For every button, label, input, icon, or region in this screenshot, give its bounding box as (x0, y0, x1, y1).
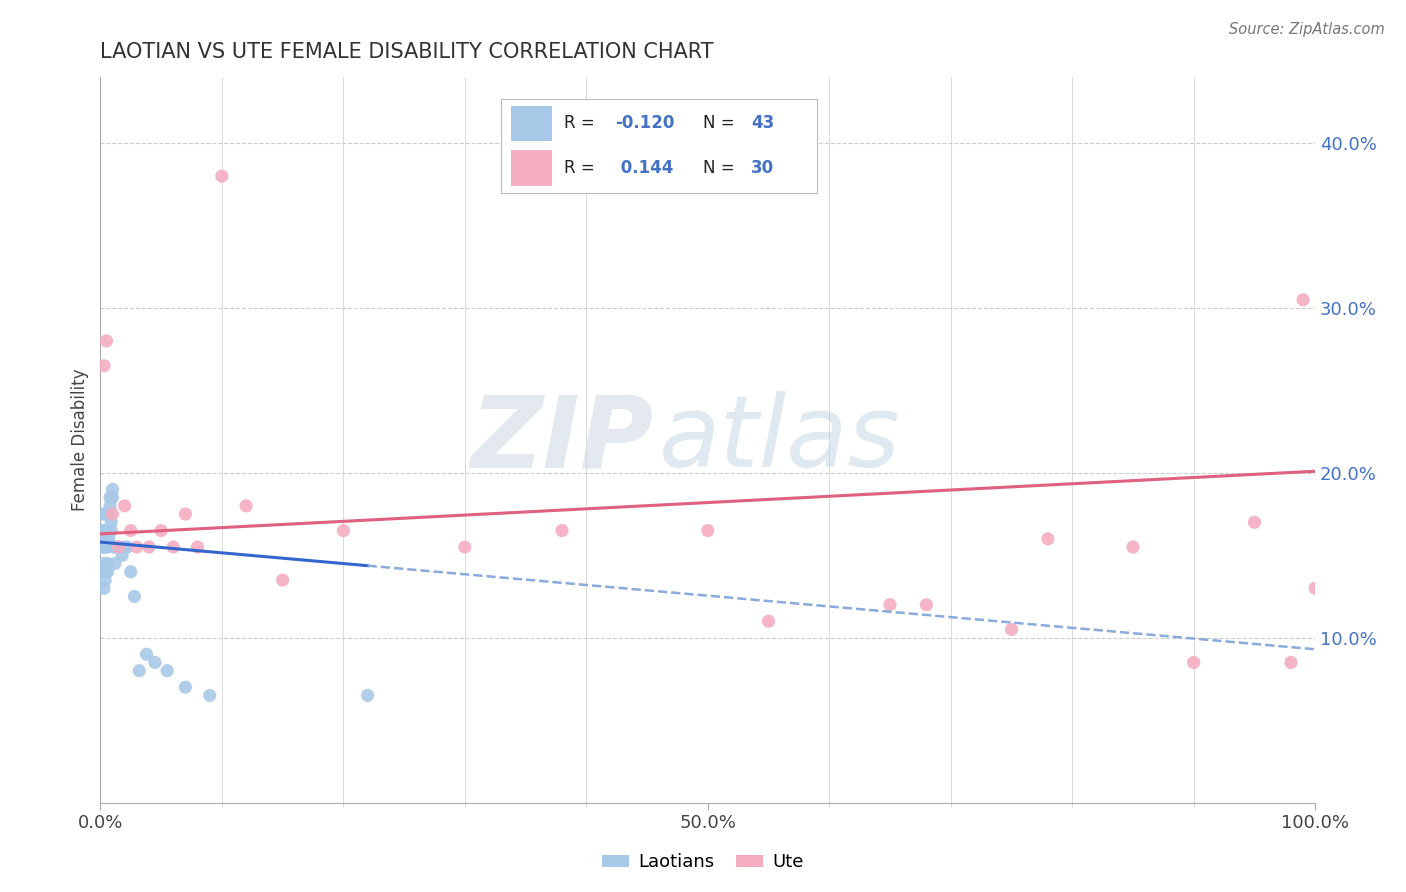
Point (93, 524, 115, 538)
Point (1122, 540, 1144, 554)
Point (91, 524, 114, 538)
Point (90, 565, 112, 579)
Point (96, 524, 118, 538)
Point (696, 524, 718, 538)
Point (162, 540, 184, 554)
Point (101, 507, 124, 521)
Point (97, 532, 120, 546)
Point (454, 540, 477, 554)
Point (758, 614, 780, 628)
Point (120, 524, 142, 538)
Point (271, 573, 294, 587)
Point (138, 540, 160, 554)
Point (174, 507, 197, 521)
Point (143, 656, 166, 670)
Point (1292, 293, 1315, 307)
Point (1303, 582, 1326, 596)
Point (91, 532, 114, 546)
Point (100, 524, 122, 538)
Point (100, 516, 122, 530)
Point (96, 532, 118, 546)
Point (101, 483, 124, 497)
Point (235, 499, 257, 513)
Point (114, 540, 136, 554)
Point (115, 540, 138, 554)
Point (186, 540, 208, 554)
Point (108, 540, 131, 554)
Point (332, 524, 354, 538)
Point (93, 540, 115, 554)
Point (97, 557, 120, 571)
Point (156, 664, 179, 678)
Y-axis label: Female Disability: Female Disability (72, 368, 89, 511)
Text: ZIP: ZIP (470, 392, 654, 489)
Point (107, 540, 129, 554)
Point (114, 499, 136, 513)
Point (91, 507, 114, 521)
Point (94, 573, 117, 587)
Point (356, 689, 378, 703)
Point (97, 507, 120, 521)
Text: Source: ZipAtlas.com: Source: ZipAtlas.com (1229, 22, 1385, 37)
Point (104, 557, 127, 571)
Point (107, 540, 129, 554)
Point (198, 689, 221, 703)
Point (1036, 532, 1059, 546)
Point (1000, 623, 1022, 637)
Point (135, 647, 157, 661)
Point (915, 598, 938, 612)
Point (93, 582, 115, 596)
Point (98, 499, 121, 513)
Point (105, 540, 128, 554)
Point (93, 359, 115, 373)
Point (1243, 516, 1265, 530)
Point (111, 549, 134, 563)
Point (128, 664, 150, 678)
Point (174, 680, 197, 694)
Point (93, 557, 115, 571)
Point (211, 169, 233, 183)
Point (94, 540, 117, 554)
Point (150, 524, 173, 538)
Point (94, 565, 117, 579)
Point (879, 598, 901, 612)
Point (124, 590, 146, 604)
Point (120, 565, 142, 579)
Point (97, 540, 120, 554)
Text: LAOTIAN VS UTE FEMALE DISABILITY CORRELATION CHART: LAOTIAN VS UTE FEMALE DISABILITY CORRELA… (100, 42, 714, 62)
Point (98, 491, 121, 505)
Point (96, 334, 118, 348)
Point (1279, 656, 1302, 670)
Point (1182, 656, 1205, 670)
Point (103, 540, 125, 554)
Point (97, 565, 120, 579)
Point (96, 507, 118, 521)
Point (90, 540, 112, 554)
Legend: Laotians, Ute: Laotians, Ute (595, 847, 811, 879)
Point (125, 540, 148, 554)
Point (551, 524, 574, 538)
Point (101, 491, 124, 505)
Text: atlas: atlas (659, 392, 901, 489)
